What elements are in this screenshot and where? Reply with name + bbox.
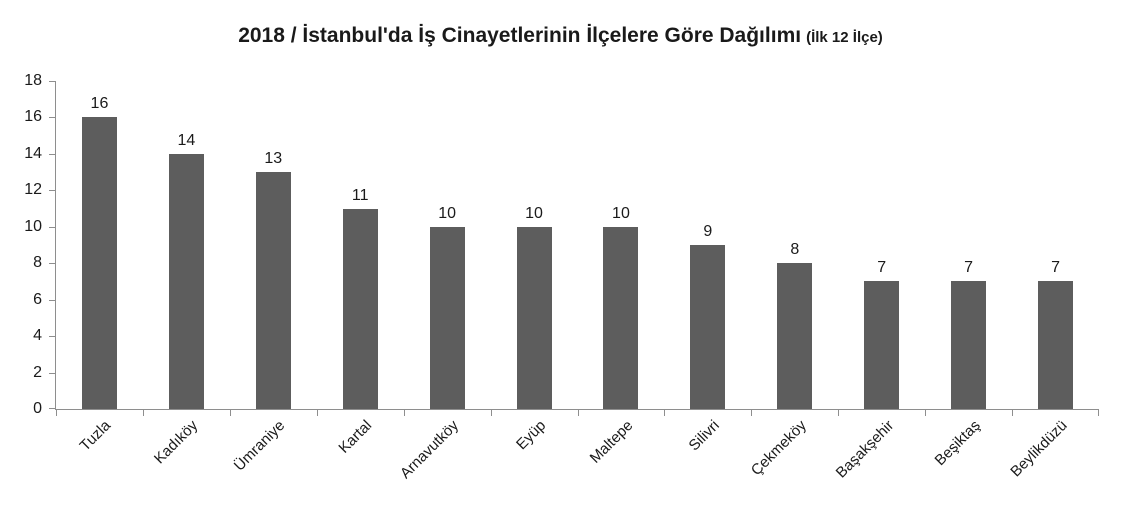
x-axis-tick xyxy=(56,410,57,416)
y-axis-tick xyxy=(49,263,55,264)
y-axis-tick-label: 0 xyxy=(33,400,42,417)
bar-Eyüp xyxy=(516,227,552,409)
bar-value-label: 16 xyxy=(90,95,109,112)
bar-Maltepe xyxy=(603,227,639,409)
x-axis-tick xyxy=(491,410,492,416)
y-axis-tick xyxy=(49,227,55,228)
bar-value-label: 9 xyxy=(703,223,713,240)
chart-title-suffix: (İlk 12 İlçe) xyxy=(806,29,883,46)
bar-value-label: 10 xyxy=(525,205,543,222)
x-axis-tick xyxy=(1098,410,1099,416)
y-axis-tick-label: 12 xyxy=(24,181,42,198)
x-axis-category-label: Arnavutköy xyxy=(397,417,463,483)
chart-title-main: 2018 / İstanbul'da İş Cinayetlerinin İlç… xyxy=(238,24,802,47)
bar-Beşiktaş xyxy=(951,281,987,409)
x-axis-labels: Tuzla Kadıköy Ümraniye Kartal Arnavutköy Eyüp… xyxy=(55,417,1098,527)
x-axis-category-label: Kartal xyxy=(335,417,376,457)
bar-Kartal xyxy=(342,209,378,409)
x-axis-tick xyxy=(751,410,752,416)
y-axis-tick xyxy=(49,373,55,374)
bar-value-label: 11 xyxy=(351,187,369,204)
x-axis-tick xyxy=(925,410,926,416)
y-axis-tick-label: 16 xyxy=(24,108,42,125)
y-axis-tick xyxy=(49,117,55,118)
y-axis-tick-label: 10 xyxy=(24,218,42,235)
x-axis-category-label: Eyüp xyxy=(512,417,550,454)
x-axis-tick xyxy=(1012,410,1013,416)
x-axis-tick xyxy=(578,410,579,416)
x-axis-tick xyxy=(317,410,318,416)
bar-Başakşehir xyxy=(864,281,900,409)
x-axis-tick xyxy=(838,410,839,416)
bar-value-label: 7 xyxy=(1051,259,1060,276)
bar-value-label: 10 xyxy=(438,205,457,222)
bar-value-label: 10 xyxy=(612,205,630,222)
bar-Kadıköy xyxy=(168,154,204,409)
x-axis-category-label: Çekmeköy xyxy=(747,417,810,480)
bar-Beylikdüzü xyxy=(1038,281,1074,409)
bar-Arnavutköy xyxy=(429,227,465,409)
y-axis-tick xyxy=(49,81,55,82)
y-axis-tick-label: 14 xyxy=(24,145,42,162)
x-axis-tick xyxy=(230,410,231,416)
x-axis-tick xyxy=(143,410,144,416)
x-axis-category-label: Başakşehir xyxy=(832,417,897,482)
bar-value-label: 7 xyxy=(877,259,887,276)
y-axis-tick-label: 8 xyxy=(33,254,42,271)
y-axis-tick-label: 4 xyxy=(33,327,42,344)
y-axis-tick xyxy=(49,336,55,337)
x-axis-category-label: Silivri xyxy=(685,417,723,455)
x-axis-category-label: Ümraniye xyxy=(230,417,289,475)
y-axis-tick-label: 6 xyxy=(33,291,42,308)
plot-area: 16 14 13 11 10 10 10 9 8 7 7 7 xyxy=(49,81,1099,416)
x-axis-category-label: Maltepe xyxy=(586,417,636,467)
bar-value-label: 14 xyxy=(177,132,196,149)
bar-value-label: 7 xyxy=(964,259,974,276)
bar-Ümraniye xyxy=(255,172,291,409)
x-axis-category-label: Beylikdüzü xyxy=(1007,417,1071,481)
y-axis-tick xyxy=(49,300,55,301)
y-axis-tick xyxy=(49,154,55,155)
y-axis-labels: 0 2 4 6 8 10 12 14 16 18 xyxy=(0,72,42,417)
y-axis-tick xyxy=(49,190,55,191)
x-axis-category-label: Kadıköy xyxy=(151,417,202,468)
y-axis-tick xyxy=(49,408,55,409)
x-axis-tick xyxy=(404,410,405,416)
x-axis-category-label: Tuzla xyxy=(76,417,115,455)
bar-Tuzla xyxy=(81,117,117,409)
bar-value-label: 13 xyxy=(264,150,283,167)
x-axis-category-label: Beşiktaş xyxy=(931,417,984,470)
bar-value-label: 8 xyxy=(790,241,800,258)
bar-Silivri xyxy=(690,245,726,409)
chart-title: 2018 / İstanbul'da İş Cinayetlerinin İlç… xyxy=(0,20,1121,54)
y-axis-tick-label: 18 xyxy=(24,72,42,89)
bar-Çekmeköy xyxy=(777,263,813,409)
x-axis-tick xyxy=(664,410,665,416)
y-axis-tick-label: 2 xyxy=(33,364,42,381)
